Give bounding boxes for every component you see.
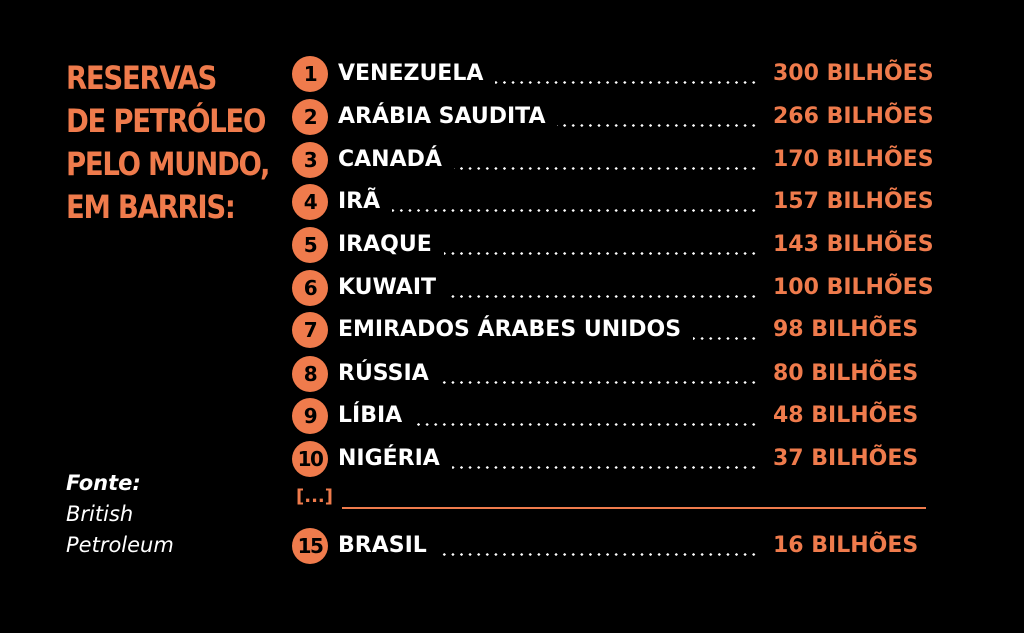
ranking-row: 2 ARÁBIA SAUDITA 266 BILHÕES [292, 99, 942, 135]
dotted-leader [454, 167, 758, 170]
ranking-row: 9 LÍBIA 48 BILHÕES [292, 398, 942, 434]
source-note: Fonte: British Petroleum [66, 468, 174, 561]
reserve-value: 170 BILHÕES [773, 147, 934, 172]
chart-title: RESERVAS DE PETRÓLEO PELO MUNDO, EM BARR… [66, 57, 270, 229]
rank-badge: 4 [292, 184, 328, 220]
country-name: BRASIL [338, 533, 427, 558]
country-name: NIGÉRIA [338, 446, 440, 471]
dotted-leader [448, 295, 758, 298]
ranking-row: 8 RÚSSIA 80 BILHÕES [292, 356, 942, 392]
title-line: EM BARRIS: [66, 188, 236, 226]
rank-badge: 15 [292, 528, 328, 564]
source-name-line: Petroleum [66, 533, 174, 557]
rank-badge: 1 [292, 56, 328, 92]
ranking-row: 7 EMIRADOS ÁRABES UNIDOS 98 BILHÕES [292, 312, 942, 348]
dotted-leader [439, 553, 758, 556]
rank-badge: 5 [292, 227, 328, 263]
source-name-line: British [66, 502, 134, 526]
rank-badge: 7 [292, 312, 328, 348]
dotted-leader [557, 124, 758, 127]
country-name: IRÃ [338, 189, 381, 214]
omitted-ranks-ellipsis: [...] [296, 486, 333, 507]
country-name: LÍBIA [338, 403, 403, 428]
dotted-leader [441, 381, 758, 384]
country-name: VENEZUELA [338, 61, 484, 86]
reserve-value: 100 BILHÕES [773, 275, 934, 300]
reserve-value: 48 BILHÕES [773, 403, 919, 428]
dotted-leader [693, 337, 758, 340]
reserve-value: 266 BILHÕES [773, 104, 934, 129]
ranking-row: 1 VENEZUELA 300 BILHÕES [292, 56, 942, 92]
country-name: EMIRADOS ÁRABES UNIDOS [338, 317, 682, 342]
rank-badge: 9 [292, 398, 328, 434]
ranking-row: 5 IRAQUE 143 BILHÕES [292, 227, 942, 263]
title-line: RESERVAS [66, 59, 217, 97]
ranking-row: 4 IRÃ 157 BILHÕES [292, 184, 942, 220]
rank-badge: 10 [292, 441, 328, 477]
reserve-value: 143 BILHÕES [773, 232, 934, 257]
ranking-row: 10 NIGÉRIA 37 BILHÕES [292, 441, 942, 477]
title-line: PELO MUNDO, [66, 145, 270, 183]
dotted-leader [444, 252, 758, 255]
rank-badge: 2 [292, 99, 328, 135]
country-name: KUWAIT [338, 275, 437, 300]
reserve-value: 157 BILHÕES [773, 189, 934, 214]
reserve-value: 300 BILHÕES [773, 61, 934, 86]
rank-badge: 6 [292, 270, 328, 306]
separator-line [342, 507, 926, 509]
rank-badge: 8 [292, 356, 328, 392]
dotted-leader [495, 81, 758, 84]
rank-badge: 3 [292, 142, 328, 178]
country-name: IRAQUE [338, 232, 432, 257]
reserve-value: 37 BILHÕES [773, 446, 919, 471]
dotted-leader [392, 209, 758, 212]
country-name: CANADÁ [338, 147, 442, 172]
ranking-row: 3 CANADÁ 170 BILHÕES [292, 142, 942, 178]
country-name: RÚSSIA [338, 361, 429, 386]
reserve-value: 98 BILHÕES [773, 317, 919, 342]
ranking-row: 15 BRASIL 16 BILHÕES [292, 528, 942, 564]
dotted-leader [414, 423, 758, 426]
source-label: Fonte: [66, 471, 141, 495]
ranking-row: 6 KUWAIT 100 BILHÕES [292, 270, 942, 306]
title-line: DE PETRÓLEO [66, 102, 266, 140]
reserve-value: 16 BILHÕES [773, 533, 919, 558]
country-name: ARÁBIA SAUDITA [338, 104, 546, 129]
reserve-value: 80 BILHÕES [773, 361, 919, 386]
dotted-leader [452, 466, 758, 469]
